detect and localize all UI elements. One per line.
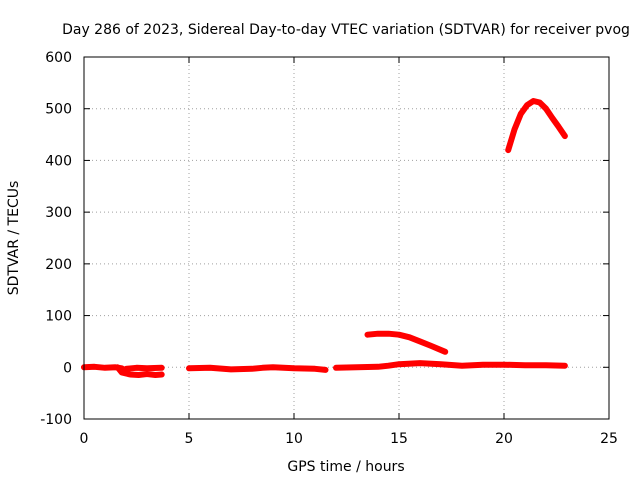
y-tick-label: 400 bbox=[45, 153, 72, 169]
x-tick-label: 20 bbox=[495, 431, 513, 447]
ticks: 0 5 10 15 20 25 -100 0 100 200 300 400 500 600 bbox=[40, 50, 618, 447]
x-tick-label: 10 bbox=[285, 431, 303, 447]
series-segment-5 bbox=[333, 360, 568, 371]
y-tick-label: 0 bbox=[63, 360, 72, 376]
series-segment-3 bbox=[123, 364, 165, 372]
y-axis-label: SDTVAR / TECUs bbox=[6, 181, 22, 296]
series-segment-2 bbox=[114, 364, 165, 378]
series-segment-6 bbox=[364, 330, 449, 355]
x-tick-label: 0 bbox=[80, 431, 89, 447]
grid bbox=[84, 57, 609, 419]
y-tick-label: -100 bbox=[40, 412, 72, 428]
y-tick-label: 600 bbox=[45, 50, 72, 66]
series bbox=[81, 98, 568, 378]
series-segment-7 bbox=[505, 98, 568, 154]
y-tick-label: 100 bbox=[45, 309, 72, 325]
y-tick-label: 200 bbox=[45, 257, 72, 273]
plot-frame bbox=[83, 56, 610, 420]
x-tick-label: 5 bbox=[185, 431, 194, 447]
chart-title: Day 286 of 2023, Sidereal Day-to-day VTE… bbox=[62, 22, 630, 38]
x-tick-label: 15 bbox=[390, 431, 408, 447]
series-segment-4 bbox=[186, 364, 329, 373]
x-tick-label: 25 bbox=[600, 431, 618, 447]
x-axis-label: GPS time / hours bbox=[287, 459, 404, 475]
y-tick-label: 300 bbox=[45, 205, 72, 221]
y-tick-label: 500 bbox=[45, 102, 72, 118]
